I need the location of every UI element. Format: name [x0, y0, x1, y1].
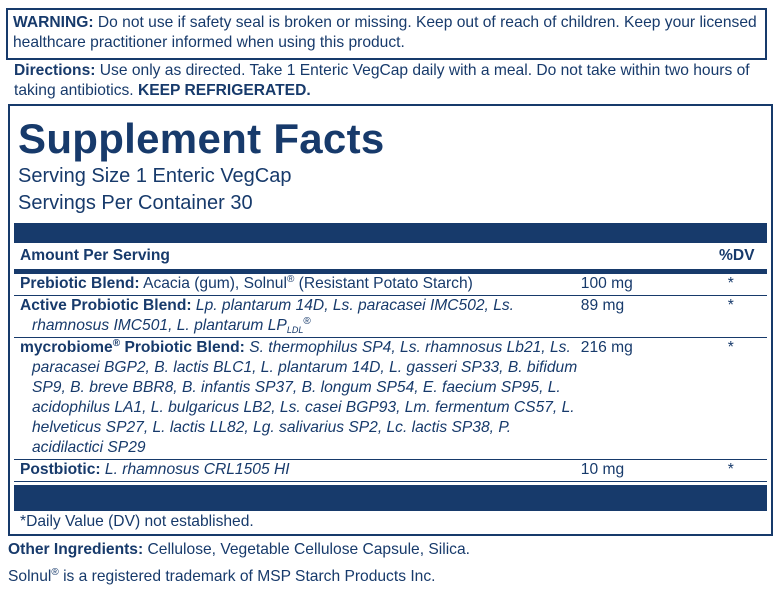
- facts-row: Prebiotic Blend: Acacia (gum), Solnul® (…: [14, 274, 767, 296]
- other-text: Cellulose, Vegetable Cellulose Capsule, …: [147, 541, 470, 558]
- directions-emphasis: KEEP REFRIGERATED.: [137, 82, 311, 99]
- row-amount: 89 mg: [580, 297, 625, 314]
- text-segment: mycrobiome: [20, 339, 113, 356]
- row-description: Prebiotic Blend: Acacia (gum), Solnul® (…: [20, 274, 581, 294]
- facts-row: Postbiotic: L. rhamnosus CRL1505 HI 10 mg…: [14, 460, 767, 482]
- other-label: Other Ingredients:: [8, 541, 144, 558]
- text-segment: LDL: [286, 325, 304, 335]
- text-segment: Probiotic Blend:: [120, 339, 245, 356]
- table-header: Amount Per Serving %DV: [14, 243, 767, 274]
- row-description: mycrobiome® Probiotic Blend: S. thermoph…: [20, 338, 581, 458]
- serving-size: Serving Size 1 Enteric VegCap: [18, 165, 292, 187]
- divider-bar: [14, 485, 767, 511]
- amount-header: Amount Per Serving: [20, 247, 170, 264]
- warning-label: WARNING:: [13, 14, 94, 31]
- directions-text: Use only as directed. Take 1 Enteric Veg…: [14, 62, 750, 99]
- row-dv: *: [727, 275, 734, 292]
- facts-row: mycrobiome® Probiotic Blend: S. thermoph…: [14, 338, 767, 460]
- row-description: Active Probiotic Blend: Lp. plantarum 14…: [20, 296, 581, 336]
- text-segment: is a registered trademark of MSP Starch …: [58, 568, 436, 585]
- row-amount: 100 mg: [580, 275, 633, 292]
- text-segment: Active Probiotic Blend:: [20, 297, 192, 314]
- footnote: *Daily Value (DV) not established.: [20, 513, 254, 530]
- divider-bar: [14, 223, 767, 243]
- dv-header: %DV: [719, 247, 755, 264]
- row-dv: *: [727, 339, 734, 356]
- text-segment: L. rhamnosus CRL1505 HI: [104, 461, 290, 478]
- text-segment: Acacia (gum), Solnul: [143, 275, 287, 292]
- warning-text: Do not use if safety seal is broken or m…: [13, 14, 757, 51]
- row-label: Postbiotic:: [20, 461, 101, 478]
- row-dv: *: [727, 461, 734, 478]
- text-segment: Postbiotic:: [20, 461, 101, 478]
- text-segment: ®: [51, 567, 59, 578]
- facts-row: Active Probiotic Blend: Lp. plantarum 14…: [14, 296, 767, 338]
- text-segment: ®: [303, 316, 311, 327]
- text-segment: (Resistant Potato Starch): [294, 275, 473, 292]
- row-label: Prebiotic Blend:: [20, 275, 140, 292]
- text-segment: S. thermophilus SP4, Ls. rhamnosus Lb21,…: [32, 339, 578, 456]
- directions: Directions: Use only as directed. Take 1…: [14, 61, 759, 101]
- rows: Prebiotic Blend: Acacia (gum), Solnul® (…: [14, 274, 767, 482]
- supplement-facts: Supplement Facts Serving Size 1 Enteric …: [8, 104, 773, 536]
- row-amount: 216 mg: [580, 339, 633, 356]
- row-label: Active Probiotic Blend:: [20, 297, 192, 314]
- trademark: Solnul® is a registered trademark of MSP…: [8, 567, 435, 587]
- row-dv: *: [727, 297, 734, 314]
- row-label: mycrobiome® Probiotic Blend:: [20, 338, 245, 357]
- text-segment: Solnul: [8, 568, 52, 585]
- text-segment: ®: [286, 274, 295, 285]
- facts-title: Supplement Facts: [18, 115, 385, 162]
- directions-label: Directions:: [14, 62, 96, 79]
- text-segment: Prebiotic Blend:: [20, 275, 140, 292]
- text-segment: Lp. plantarum 14D, Ls. paracasei IMC502,…: [32, 297, 515, 334]
- row-description: Postbiotic: L. rhamnosus CRL1505 HI: [20, 460, 581, 480]
- row-amount: 10 mg: [580, 461, 625, 478]
- text-segment: ®: [112, 338, 121, 349]
- servings: Servings Per Container 30: [18, 192, 253, 214]
- warning-box: WARNING: Do not use if safety seal is br…: [6, 8, 767, 60]
- other-ingredients: Other Ingredients: Cellulose, Vegetable …: [8, 540, 470, 560]
